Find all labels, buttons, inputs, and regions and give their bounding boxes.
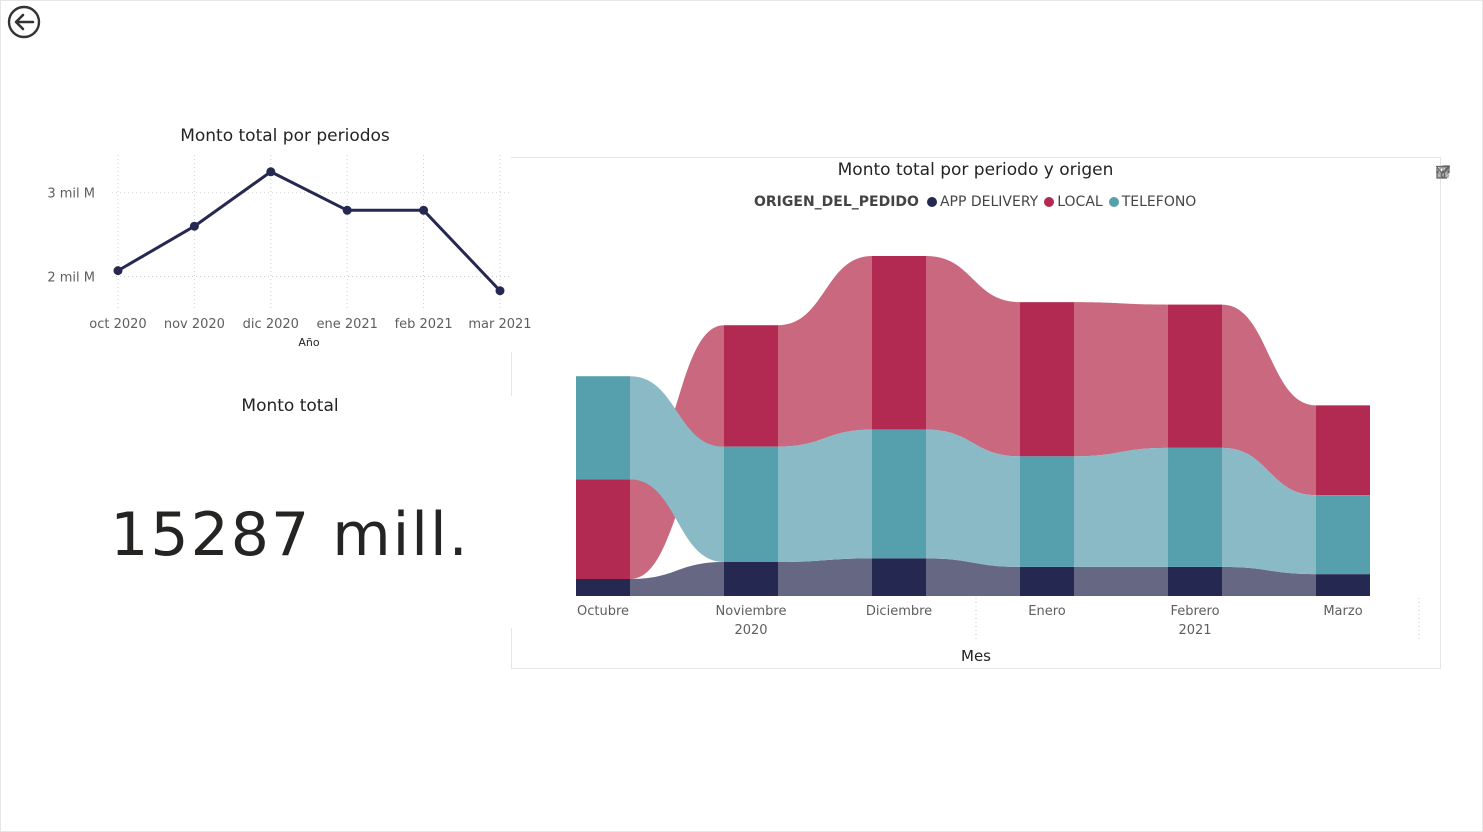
line-chart-svg: 3 mil M 2 mil M oct 2020 nov 2020 dic 2020 en…: [47, 155, 532, 349]
ribbon-telefono: [630, 376, 724, 562]
bar-segment-local: [1168, 304, 1222, 448]
ribbon-telefono: [1074, 447, 1168, 567]
x-tick-label: mar 2021: [468, 317, 531, 332]
visual-border-left: [511, 628, 512, 668]
ribbon-app-delivery: [778, 558, 872, 596]
y-tick-label: 2 mil M: [47, 270, 95, 285]
bar-segment-app-delivery: [1168, 566, 1222, 596]
bar-segment-app-delivery: [1020, 566, 1074, 596]
ribbon-chart-title: Monto total por periodo y origen: [837, 160, 1114, 180]
x-tick-label: Diciembre: [866, 604, 932, 619]
divider: [511, 352, 512, 396]
x-tick-label: Febrero: [1170, 604, 1219, 619]
line-chart-visual[interactable]: Monto total por periodos 3 mil M 2 mil M o…: [30, 120, 540, 360]
x-tick-label: Octubre: [577, 604, 629, 619]
ribbon-legend: ORIGEN_DEL_PEDIDO APP DELIVERY LOCAL TEL…: [754, 194, 1202, 210]
x-tick-label: feb 2021: [395, 317, 453, 332]
legend-label-local: LOCAL: [1057, 194, 1103, 210]
bar-segment-local: [576, 479, 630, 579]
ribbon-app-delivery: [1222, 566, 1316, 596]
bar-segment-local: [1020, 302, 1074, 457]
ribbon-app-delivery: [630, 562, 724, 596]
x-tick-label: Noviembre: [716, 604, 787, 619]
x-tick-label: ene 2021: [316, 317, 377, 332]
bar-segment-telefono: [1168, 447, 1222, 567]
legend-title: ORIGEN_DEL_PEDIDO: [754, 194, 919, 210]
bar-segment-local: [1316, 405, 1370, 496]
bar-segment-app-delivery: [872, 558, 926, 596]
data-point: [495, 286, 505, 296]
card-visual[interactable]: Monto total 15287 mill.: [60, 390, 520, 620]
ribbon-app-delivery: [926, 558, 1020, 596]
ribbon-telefono: [1222, 447, 1316, 575]
ribbon-telefono: [926, 429, 1020, 567]
ribbon-local: [926, 256, 1020, 457]
back-arrow-icon[interactable]: [6, 4, 42, 40]
bar-segment-telefono: [1020, 456, 1074, 567]
bar-segment-telefono: [724, 446, 778, 562]
data-point: [189, 221, 199, 231]
bar-segment-local: [724, 325, 778, 447]
line-chart-title: Monto total por periodos: [180, 126, 390, 146]
more-options-icon[interactable]: [1434, 163, 1452, 181]
x-axis-title: Año: [298, 336, 319, 349]
data-point: [419, 205, 429, 215]
legend-label-app-delivery: APP DELIVERY: [939, 194, 1039, 210]
ribbon-chart-visual[interactable]: Monto total por periodo y origen ORIGEN_…: [511, 157, 1451, 669]
legend-label-telefono: TELEFONO: [1121, 194, 1197, 210]
visual-border-top: [533, 157, 1440, 158]
x-tick-label: dic 2020: [243, 317, 299, 332]
ribbon-local: [1222, 304, 1316, 496]
x-tick-label: nov 2020: [164, 317, 225, 332]
bar-segment-app-delivery: [724, 562, 778, 596]
legend-dot-telefono: [1108, 197, 1119, 207]
ribbon-app-delivery: [1074, 566, 1168, 596]
x-year-label: 2020: [734, 623, 767, 638]
data-point: [342, 205, 352, 215]
ribbon-local: [1074, 302, 1168, 457]
bar-segment-app-delivery: [576, 579, 630, 596]
bar-segment-app-delivery: [1316, 574, 1370, 596]
x-year-label: 2021: [1178, 623, 1211, 638]
legend-item-local[interactable]: LOCAL: [1044, 194, 1103, 210]
data-point: [266, 167, 276, 177]
legend-dot-local: [1044, 197, 1055, 207]
legend-item-telefono[interactable]: TELEFONO: [1108, 194, 1197, 210]
legend-dot-app-delivery: [926, 197, 937, 207]
data-point: [113, 266, 123, 276]
bar-segment-telefono: [1316, 495, 1370, 575]
series-line: [117, 170, 502, 292]
x-tick-label: Enero: [1028, 604, 1066, 619]
y-tick-label: 3 mil M: [47, 187, 95, 202]
ribbon-telefono: [778, 429, 872, 562]
ribbon-local: [778, 256, 872, 447]
bar-segment-local: [872, 256, 926, 430]
x-axis-title: Mes: [961, 647, 991, 665]
card-title: Monto total: [241, 396, 339, 416]
x-tick-label: Marzo: [1323, 604, 1362, 619]
legend-item-app-delivery[interactable]: APP DELIVERY: [926, 194, 1039, 210]
ribbon-chart-svg: Octubre Noviembre Diciembre Enero Febrero Mar…: [576, 256, 1420, 665]
bar-segment-telefono: [872, 429, 926, 559]
x-tick-label: oct 2020: [89, 317, 146, 332]
card-value: 15287 mill.: [110, 500, 470, 570]
bar-segment-telefono: [576, 376, 630, 480]
